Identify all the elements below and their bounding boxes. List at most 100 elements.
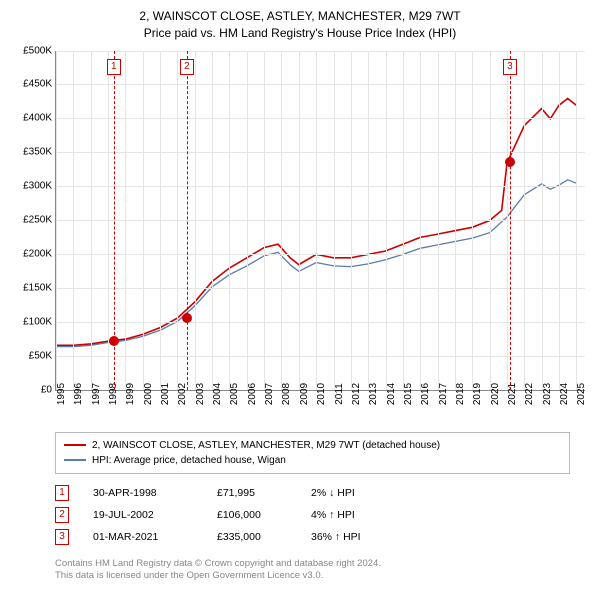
gridline-horizontal	[56, 118, 585, 119]
x-axis-label: 2013	[368, 382, 379, 404]
gridline-vertical	[195, 51, 196, 390]
annotation-date: 30-APR-1998	[93, 487, 193, 499]
legend: 2, WAINSCOT CLOSE, ASTLEY, MANCHESTER, M…	[55, 432, 570, 474]
gridline-vertical	[229, 51, 230, 390]
annotation-price: £106,000	[217, 509, 287, 521]
sale-marker-dot	[505, 157, 515, 167]
y-axis-label: £100K	[23, 316, 52, 327]
plot-region: £0£50K£100K£150K£200K£250K£300K£350K£400…	[55, 51, 585, 391]
annotation-badge: 1	[55, 485, 69, 501]
sale-marker-badge: 2	[180, 59, 194, 75]
x-axis-label: 1995	[56, 382, 67, 404]
footer-line-1: Contains HM Land Registry data © Crown c…	[55, 558, 570, 571]
sale-marker-line	[510, 51, 511, 390]
y-axis-label: £350K	[23, 147, 52, 158]
gridline-vertical	[56, 51, 57, 390]
x-axis-label: 2025	[576, 382, 587, 404]
gridline-horizontal	[56, 322, 585, 323]
x-axis-label: 2010	[316, 382, 327, 404]
gridline-vertical	[91, 51, 92, 390]
gridline-horizontal	[56, 152, 585, 153]
gridline-vertical	[264, 51, 265, 390]
x-axis-label: 1996	[73, 382, 84, 404]
gridline-vertical	[403, 51, 404, 390]
x-axis-label: 1997	[91, 382, 102, 404]
x-axis-label: 1999	[125, 382, 136, 404]
gridline-vertical	[160, 51, 161, 390]
gridline-vertical	[334, 51, 335, 390]
footer-line-2: This data is licensed under the Open Gov…	[55, 570, 570, 583]
x-axis-label: 2016	[420, 382, 431, 404]
gridline-vertical	[576, 51, 577, 390]
gridline-horizontal	[56, 51, 585, 52]
x-axis-label: 2001	[160, 382, 171, 404]
sale-marker-dot	[182, 313, 192, 323]
gridline-horizontal	[56, 84, 585, 85]
x-axis-label: 2019	[472, 382, 483, 404]
y-axis-label: £500K	[23, 45, 52, 56]
x-axis-label: 2014	[386, 382, 397, 404]
gridline-vertical	[438, 51, 439, 390]
x-axis-label: 2007	[264, 382, 275, 404]
y-axis-label: £200K	[23, 248, 52, 259]
x-axis-label: 2024	[559, 382, 570, 404]
gridline-vertical	[524, 51, 525, 390]
gridline-vertical	[281, 51, 282, 390]
annotation-badge: 3	[55, 529, 69, 545]
legend-item: 2, WAINSCOT CLOSE, ASTLEY, MANCHESTER, M…	[64, 438, 561, 453]
sale-marker-badge: 1	[107, 59, 121, 75]
x-axis-label: 2012	[351, 382, 362, 404]
gridline-horizontal	[56, 220, 585, 221]
x-axis-label: 2008	[281, 382, 292, 404]
annotation-pct: 2% ↓ HPI	[311, 487, 401, 499]
gridline-vertical	[299, 51, 300, 390]
title-line-2: Price paid vs. HM Land Registry's House …	[0, 25, 600, 42]
legend-swatch	[64, 444, 86, 446]
y-axis-label: £400K	[23, 113, 52, 124]
annotation-price: £71,995	[217, 487, 287, 499]
gridline-horizontal	[56, 254, 585, 255]
chart-container: 2, WAINSCOT CLOSE, ASTLEY, MANCHESTER, M…	[0, 0, 600, 583]
x-axis-label: 2009	[299, 382, 310, 404]
x-axis-label: 2017	[438, 382, 449, 404]
legend-swatch	[64, 459, 86, 461]
y-axis-label: £50K	[29, 350, 52, 361]
annotation-row: 219-JUL-2002£106,0004% ↑ HPI	[55, 504, 570, 526]
sale-annotations: 130-APR-1998£71,9952% ↓ HPI219-JUL-2002£…	[55, 482, 570, 548]
gridline-vertical	[507, 51, 508, 390]
annotation-pct: 36% ↑ HPI	[311, 531, 401, 543]
gridline-vertical	[177, 51, 178, 390]
gridline-vertical	[472, 51, 473, 390]
gridline-vertical	[73, 51, 74, 390]
y-axis-label: £150K	[23, 282, 52, 293]
x-axis-label: 2011	[334, 383, 345, 405]
annotation-row: 1 30-APR-1998 £71,995 2% ↓ HPI	[55, 482, 570, 504]
y-axis-label: £300K	[23, 181, 52, 192]
legend-label: HPI: Average price, detached house, Wiga…	[92, 453, 286, 468]
annotation-pct: 4% ↑ HPI	[311, 509, 401, 521]
gridline-horizontal	[56, 186, 585, 187]
x-axis-label: 2005	[229, 382, 240, 404]
gridline-vertical	[316, 51, 317, 390]
annotation-date: 01-MAR-2021	[93, 531, 193, 543]
annotation-date: 19-JUL-2002	[93, 509, 193, 521]
gridline-vertical	[490, 51, 491, 390]
gridline-vertical	[125, 51, 126, 390]
title-block: 2, WAINSCOT CLOSE, ASTLEY, MANCHESTER, M…	[0, 0, 600, 46]
x-axis-label: 2004	[212, 382, 223, 404]
gridline-vertical	[559, 51, 560, 390]
x-axis-label: 2018	[455, 382, 466, 404]
gridline-vertical	[386, 51, 387, 390]
sale-marker-badge: 3	[503, 59, 517, 75]
x-axis-label: 2015	[403, 382, 414, 404]
gridline-horizontal	[56, 356, 585, 357]
gridline-vertical	[212, 51, 213, 390]
footer-attribution: Contains HM Land Registry data © Crown c…	[55, 558, 570, 584]
sale-marker-line	[187, 51, 188, 390]
x-axis-label: 2022	[524, 382, 535, 404]
y-axis-label: £450K	[23, 79, 52, 90]
gridline-vertical	[247, 51, 248, 390]
gridline-vertical	[351, 51, 352, 390]
chart-area: £0£50K£100K£150K£200K£250K£300K£350K£400…	[10, 46, 590, 426]
legend-label: 2, WAINSCOT CLOSE, ASTLEY, MANCHESTER, M…	[92, 438, 440, 453]
